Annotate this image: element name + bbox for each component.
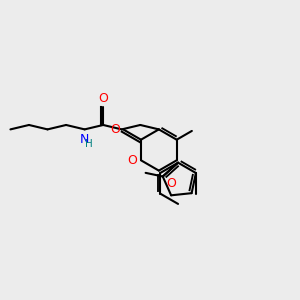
Text: O: O xyxy=(128,154,137,167)
Text: N: N xyxy=(80,133,89,146)
Text: O: O xyxy=(110,123,120,136)
Text: O: O xyxy=(98,92,108,104)
Text: H: H xyxy=(85,139,93,149)
Text: O: O xyxy=(166,177,176,190)
